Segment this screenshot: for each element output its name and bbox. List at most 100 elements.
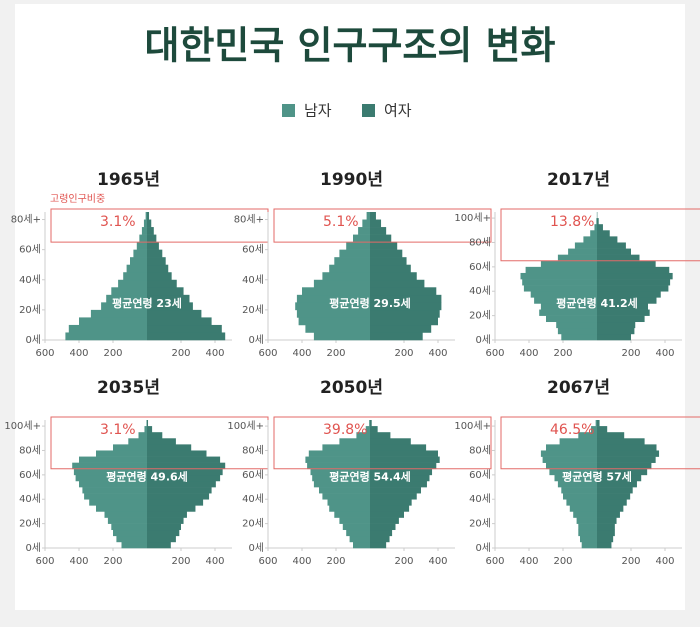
bar — [147, 234, 157, 243]
panel-title: 2067년 — [547, 378, 610, 398]
bar — [370, 523, 396, 531]
bar — [143, 219, 147, 228]
bar — [339, 249, 370, 258]
bar — [147, 272, 172, 281]
bar — [563, 493, 597, 500]
bar — [362, 219, 370, 228]
bar — [75, 474, 147, 482]
bar — [298, 317, 370, 326]
x-tick-label: 400 — [292, 556, 311, 567]
bar — [597, 517, 617, 524]
bar — [597, 535, 614, 543]
bar — [522, 279, 597, 286]
bar — [329, 505, 370, 512]
bar — [113, 444, 147, 451]
bar — [133, 249, 147, 258]
bar — [96, 450, 147, 457]
bar — [597, 529, 615, 537]
bar — [597, 272, 673, 280]
bar — [339, 517, 370, 524]
bar — [113, 529, 147, 537]
bar — [126, 264, 147, 273]
x-tick-label: 400 — [292, 348, 311, 359]
bar — [147, 462, 226, 470]
bar — [147, 420, 149, 427]
bar — [68, 324, 147, 333]
bar — [147, 287, 184, 296]
bar — [557, 480, 597, 488]
bar — [146, 420, 147, 427]
bar — [566, 499, 597, 506]
x-tick-label: 200 — [553, 556, 572, 567]
bar — [313, 332, 370, 341]
bar — [597, 218, 599, 225]
bar — [334, 257, 370, 266]
bar — [574, 242, 597, 249]
y-tick-label: 40세 — [469, 285, 491, 297]
bar — [597, 297, 657, 304]
bar — [147, 249, 163, 258]
bar — [581, 541, 597, 549]
bar — [369, 420, 370, 427]
bar — [597, 266, 670, 274]
bar — [370, 444, 427, 451]
bar — [370, 535, 390, 543]
y-tick-label: 20세 — [469, 518, 491, 530]
bar — [307, 462, 370, 470]
x-tick-label: 400 — [428, 556, 447, 567]
bar — [597, 474, 642, 482]
y-tick-label: 60세 — [469, 469, 491, 481]
x-tick-label: 200 — [553, 348, 572, 359]
bar — [147, 438, 176, 445]
bar — [578, 523, 597, 531]
bar — [595, 420, 597, 427]
bar — [573, 511, 597, 518]
y-tick-label: 20세 — [19, 518, 41, 530]
x-tick-label: 600 — [258, 348, 277, 359]
bar — [370, 450, 438, 457]
bar — [349, 535, 370, 543]
bar — [569, 505, 597, 512]
bar — [136, 242, 147, 250]
bar — [597, 303, 648, 310]
bar — [591, 426, 597, 433]
bar — [370, 541, 387, 549]
bar — [144, 426, 147, 433]
bar — [597, 254, 640, 262]
bar — [546, 315, 597, 323]
bar — [546, 462, 597, 470]
bar — [72, 462, 147, 470]
bar — [597, 541, 612, 549]
bar — [147, 279, 177, 288]
y-tick-label: 60세 — [19, 244, 41, 256]
bar — [147, 450, 207, 457]
x-tick-label: 400 — [69, 556, 88, 567]
mean-age: 평균연령 57세 — [562, 470, 632, 484]
bar — [554, 474, 597, 482]
bar — [147, 499, 204, 506]
y-tick-label: 40세 — [469, 493, 491, 505]
bar — [370, 499, 412, 506]
bar — [322, 444, 370, 451]
bar — [147, 511, 187, 518]
bar — [549, 468, 597, 476]
bar — [89, 499, 147, 506]
bar — [534, 297, 597, 304]
bar — [370, 529, 393, 537]
bar — [79, 456, 147, 463]
bar — [147, 242, 159, 250]
bar — [578, 529, 597, 537]
y-tick-label: 100세+ — [227, 420, 264, 432]
bar — [370, 332, 423, 341]
bar — [79, 317, 147, 326]
bar — [147, 264, 169, 273]
bar — [147, 541, 171, 549]
bar — [597, 321, 636, 329]
y-tick-label: 80세+ — [234, 214, 264, 226]
bar — [594, 224, 597, 231]
bar — [147, 480, 216, 488]
bar — [540, 450, 597, 457]
x-tick-label: 400 — [428, 348, 447, 359]
y-tick-label: 100세+ — [454, 212, 491, 224]
y-tick-label: 20세 — [242, 518, 264, 530]
